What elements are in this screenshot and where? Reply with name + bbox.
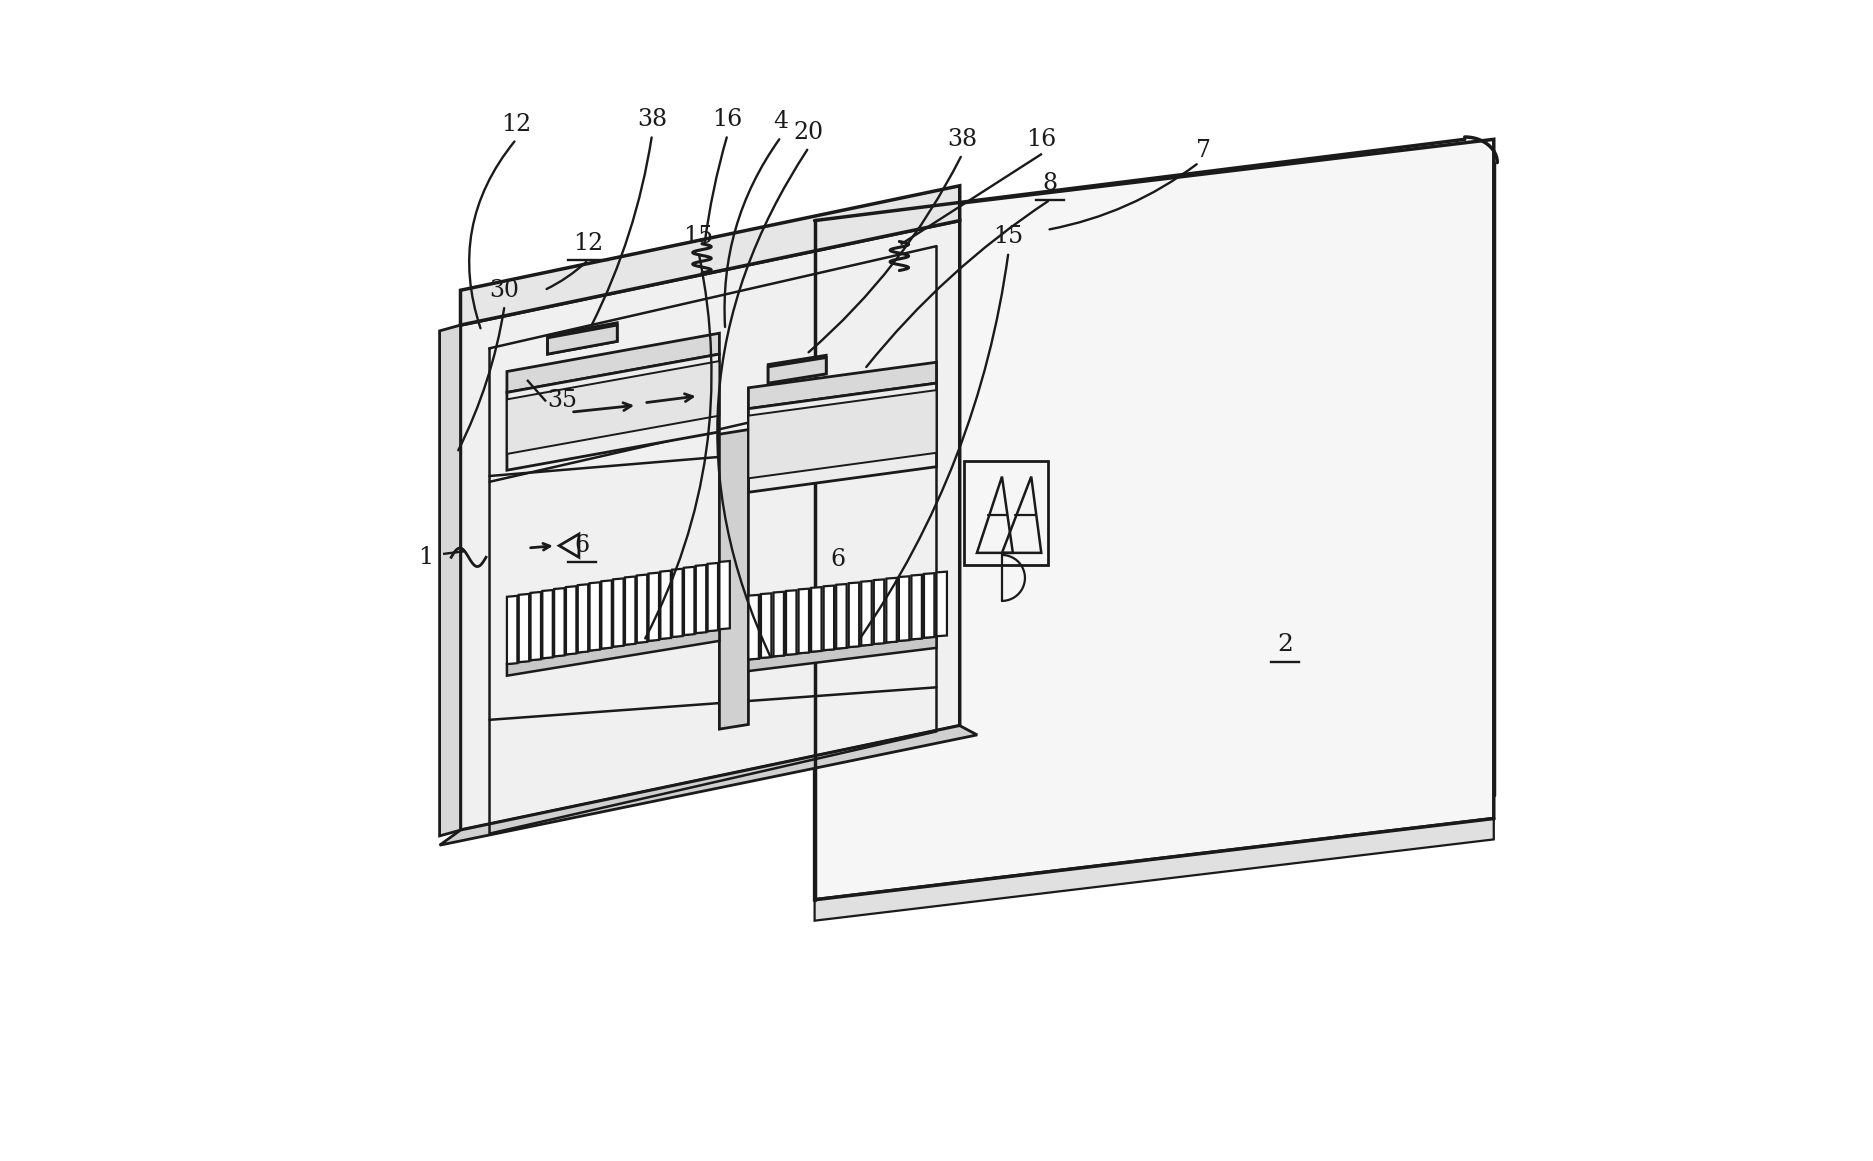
Polygon shape xyxy=(719,561,730,629)
Text: 38: 38 xyxy=(948,128,978,151)
Text: 4: 4 xyxy=(774,110,789,134)
Polygon shape xyxy=(508,354,719,470)
Polygon shape xyxy=(768,358,826,383)
Polygon shape xyxy=(590,583,599,650)
Text: 35: 35 xyxy=(547,389,577,412)
Polygon shape xyxy=(519,594,530,662)
Polygon shape xyxy=(684,567,695,635)
Polygon shape xyxy=(749,362,936,409)
Text: 20: 20 xyxy=(794,121,824,144)
Polygon shape xyxy=(875,579,884,644)
Text: 2: 2 xyxy=(1277,633,1292,656)
Text: 16: 16 xyxy=(712,108,744,131)
Polygon shape xyxy=(815,819,1495,921)
Polygon shape xyxy=(508,629,719,676)
Polygon shape xyxy=(708,563,717,632)
Polygon shape xyxy=(508,596,517,664)
Polygon shape xyxy=(461,186,959,325)
Text: 15: 15 xyxy=(993,225,1023,248)
Polygon shape xyxy=(912,575,922,640)
Polygon shape xyxy=(566,586,577,655)
Polygon shape xyxy=(923,574,935,637)
Text: 16: 16 xyxy=(1026,128,1056,151)
Text: 6: 6 xyxy=(830,548,845,571)
Text: 15: 15 xyxy=(684,225,714,248)
Polygon shape xyxy=(835,584,847,649)
Polygon shape xyxy=(661,571,671,639)
Polygon shape xyxy=(508,333,719,392)
Text: 8: 8 xyxy=(1043,172,1058,195)
Polygon shape xyxy=(461,221,959,830)
Polygon shape xyxy=(774,592,785,656)
Polygon shape xyxy=(768,355,826,383)
Polygon shape xyxy=(760,593,772,658)
Polygon shape xyxy=(612,578,624,647)
Polygon shape xyxy=(530,592,541,661)
Polygon shape xyxy=(648,572,659,641)
Polygon shape xyxy=(936,571,948,636)
Text: 12: 12 xyxy=(573,232,603,255)
Polygon shape xyxy=(815,139,1495,900)
Polygon shape xyxy=(543,590,553,658)
Polygon shape xyxy=(637,575,648,643)
Polygon shape xyxy=(672,569,682,637)
Polygon shape xyxy=(811,587,822,651)
Polygon shape xyxy=(440,726,978,845)
Polygon shape xyxy=(554,589,564,656)
Polygon shape xyxy=(749,390,936,478)
Polygon shape xyxy=(719,430,749,729)
Polygon shape xyxy=(798,589,809,654)
Text: 12: 12 xyxy=(502,113,532,136)
Polygon shape xyxy=(848,583,860,647)
Polygon shape xyxy=(749,636,936,671)
Text: 38: 38 xyxy=(637,108,667,131)
Text: 30: 30 xyxy=(489,279,519,302)
Polygon shape xyxy=(626,577,635,644)
Polygon shape xyxy=(749,594,759,659)
Polygon shape xyxy=(547,323,618,354)
Polygon shape xyxy=(577,584,588,652)
Polygon shape xyxy=(886,578,897,642)
Polygon shape xyxy=(508,361,719,454)
Polygon shape xyxy=(601,580,612,649)
Text: 1: 1 xyxy=(418,546,433,569)
Polygon shape xyxy=(749,383,936,492)
Polygon shape xyxy=(862,580,871,646)
Polygon shape xyxy=(824,585,833,650)
Polygon shape xyxy=(695,565,706,633)
Polygon shape xyxy=(440,325,461,836)
Text: 7: 7 xyxy=(1197,139,1212,163)
Polygon shape xyxy=(787,590,796,655)
Polygon shape xyxy=(547,325,618,354)
Polygon shape xyxy=(899,576,908,641)
Text: 6: 6 xyxy=(575,534,590,557)
